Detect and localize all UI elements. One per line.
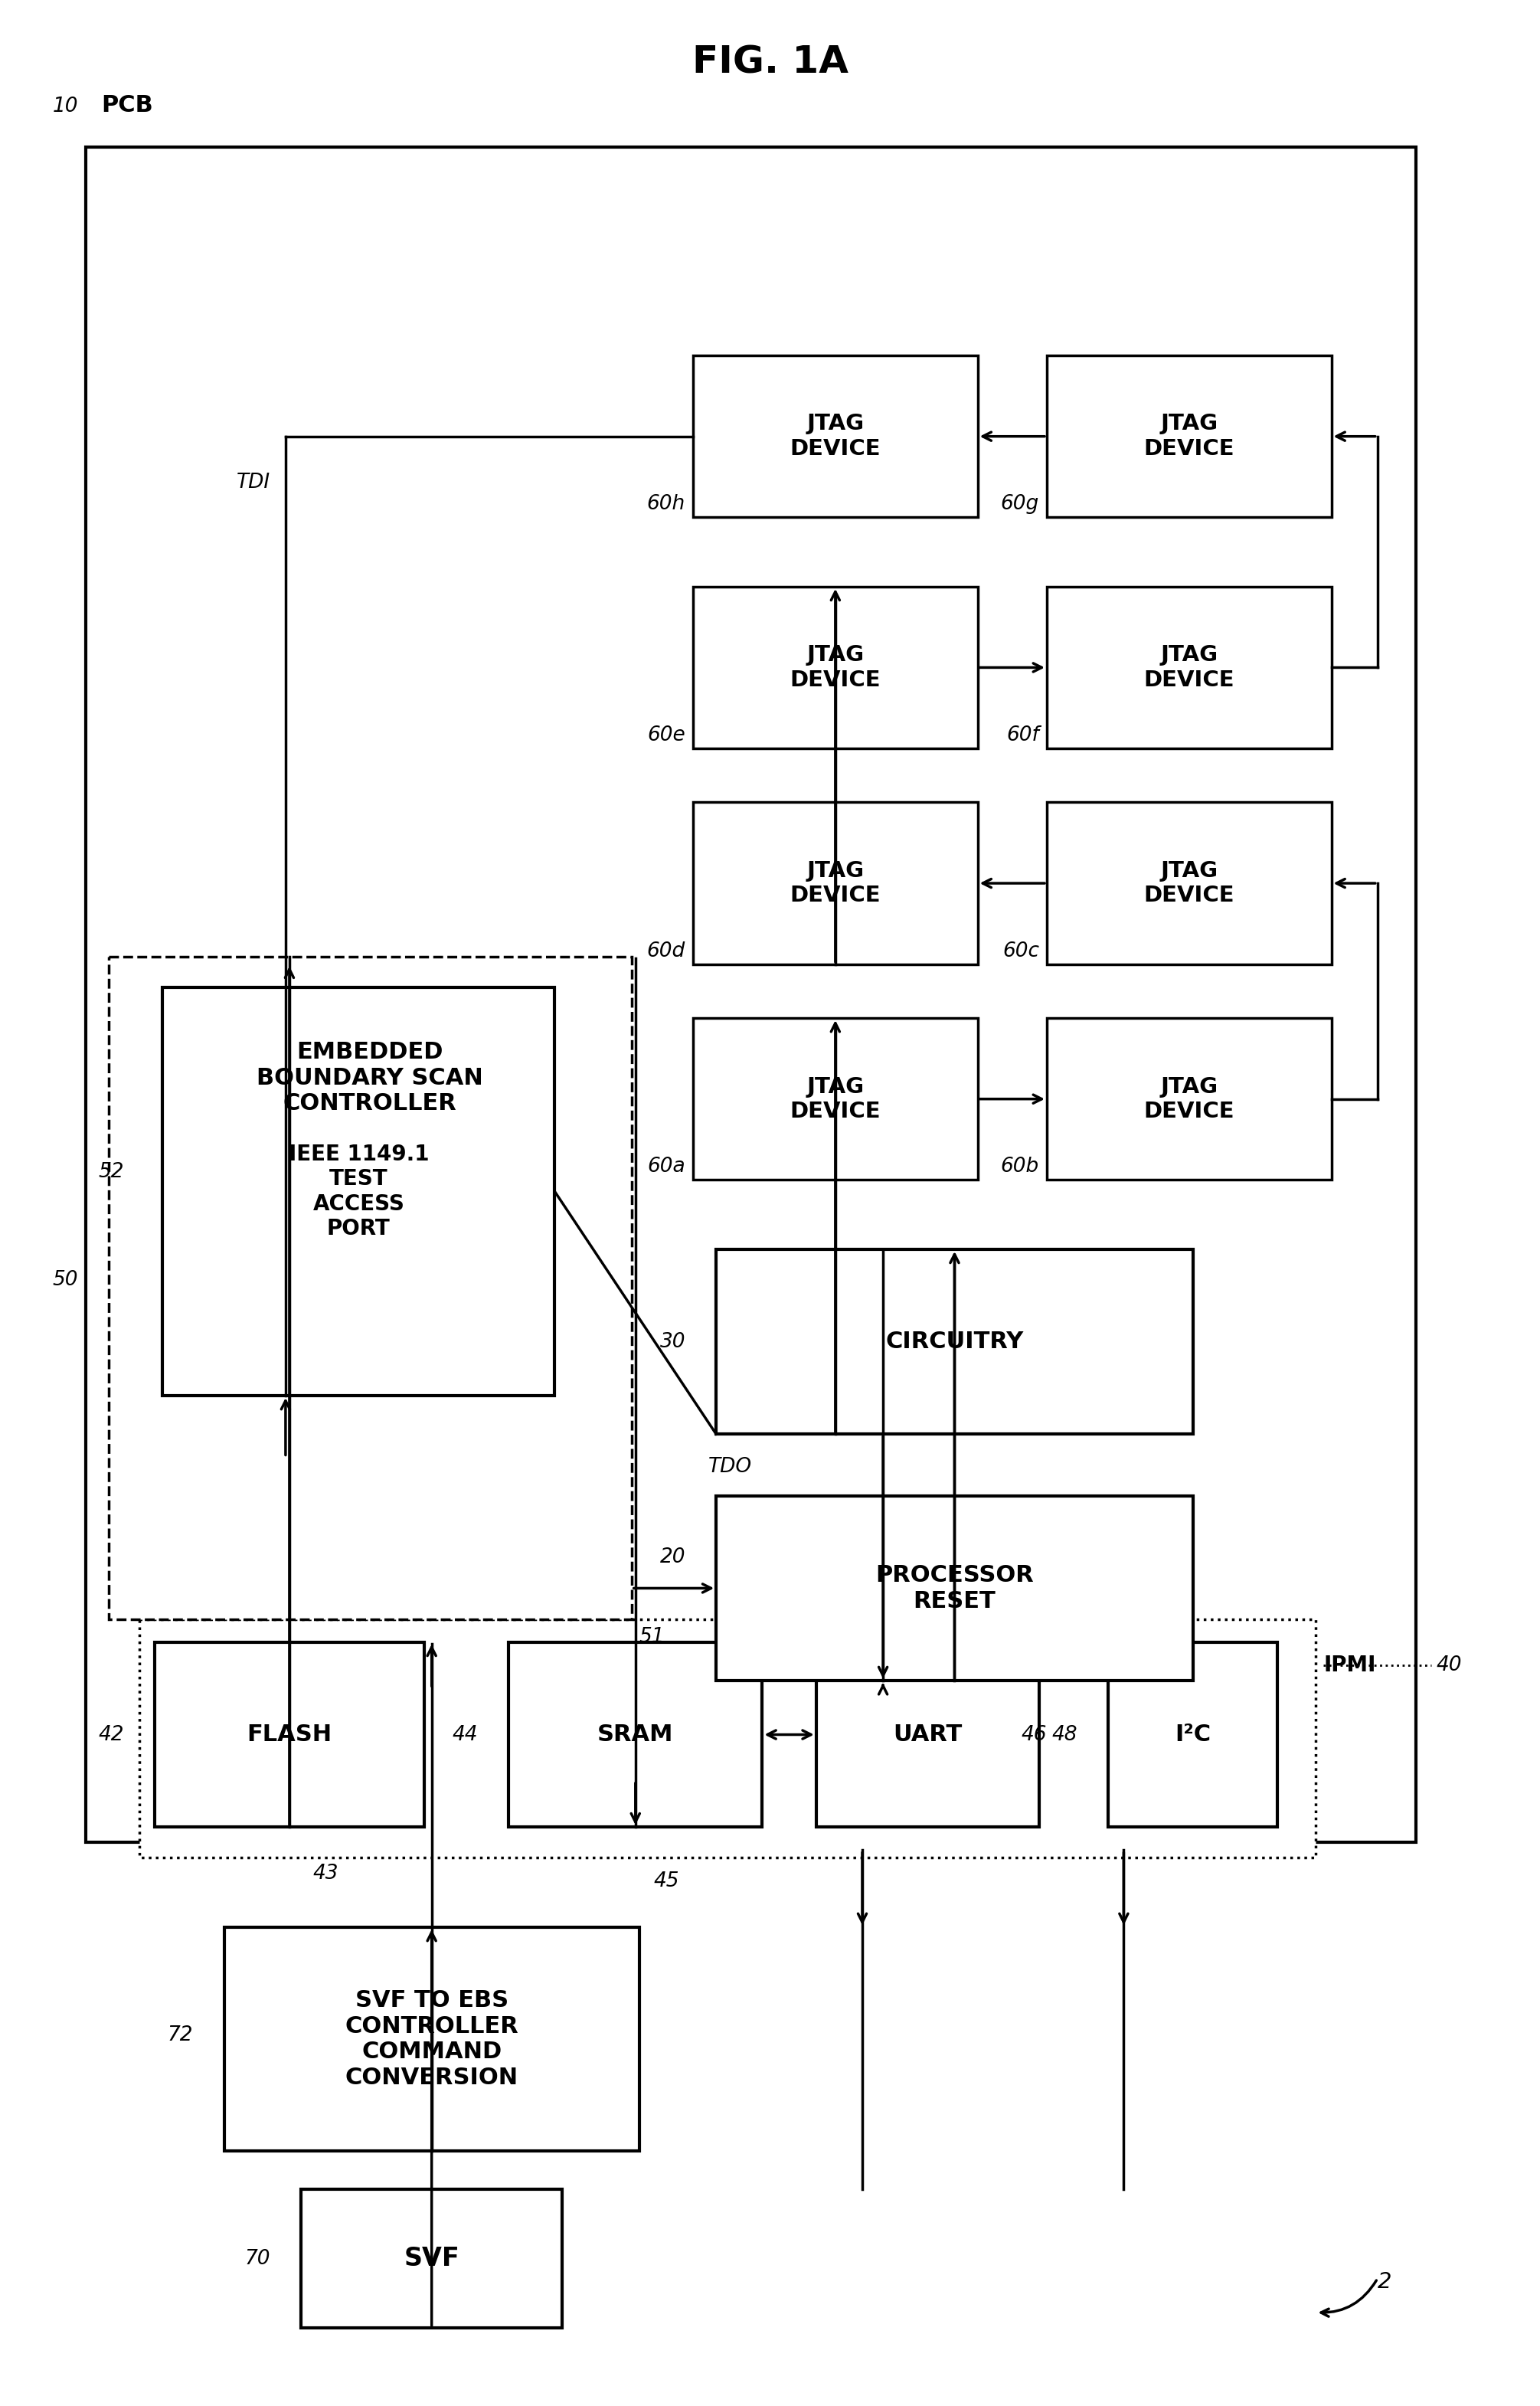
Text: 60g: 60g [1001,493,1040,515]
Bar [1109,1643,1278,1826]
Text: IPMI: IPMI [1324,1655,1377,1677]
Text: JTAG
DEVICE: JTAG DEVICE [790,645,881,691]
Bar [109,958,631,1619]
Text: 2: 2 [1377,2271,1392,2293]
Text: 20: 20 [659,1547,685,1566]
Bar [140,1619,1317,1857]
Text: 60e: 60e [647,724,685,746]
Bar [1047,801,1331,965]
Text: JTAG
DEVICE: JTAG DEVICE [790,414,881,460]
Bar [693,801,978,965]
Bar [300,2189,562,2329]
Bar [1047,587,1331,748]
Text: UART: UART [893,1723,962,1747]
Text: JTAG
DEVICE: JTAG DEVICE [790,1075,881,1121]
Text: TDI: TDI [237,472,270,493]
Text: JTAG
DEVICE: JTAG DEVICE [1144,645,1235,691]
Text: 46: 46 [1021,1725,1047,1744]
Bar [1047,356,1331,517]
Text: 48: 48 [1052,1725,1078,1744]
Text: 10: 10 [52,96,79,115]
Text: SRAM: SRAM [598,1723,673,1747]
Text: SVF: SVF [403,2245,459,2271]
Bar [693,1018,978,1179]
Text: 52: 52 [99,1162,125,1181]
Bar [156,1643,424,1826]
Text: CIRCUITRY: CIRCUITRY [885,1331,1024,1352]
Text: 60f: 60f [1007,724,1040,746]
Text: I²C: I²C [1175,1723,1210,1747]
Bar [1047,1018,1331,1179]
Bar [508,1643,762,1826]
Text: 43: 43 [313,1862,339,1884]
Text: JTAG
DEVICE: JTAG DEVICE [1144,1075,1235,1121]
Text: 72: 72 [168,2026,194,2045]
Bar [223,1927,639,2151]
Text: 60b: 60b [1001,1157,1040,1177]
Text: FIG. 1A: FIG. 1A [691,43,849,82]
Text: 44: 44 [453,1725,477,1744]
Text: 40: 40 [1435,1655,1461,1675]
Text: TDO: TDO [708,1458,752,1477]
Text: 50: 50 [52,1270,79,1290]
Text: 51: 51 [639,1626,665,1646]
Text: 60d: 60d [647,941,685,960]
Text: JTAG
DEVICE: JTAG DEVICE [1144,414,1235,460]
Text: 60a: 60a [647,1157,685,1177]
Bar [693,356,978,517]
Text: PCB: PCB [102,94,152,115]
Bar [716,1497,1194,1682]
Text: FLASH: FLASH [246,1723,333,1747]
Text: JTAG
DEVICE: JTAG DEVICE [1144,859,1235,907]
Text: IEEE 1149.1
TEST
ACCESS
PORT: IEEE 1149.1 TEST ACCESS PORT [288,1143,428,1239]
Text: 70: 70 [245,2250,270,2269]
Bar [816,1643,1040,1826]
Text: 60c: 60c [1003,941,1040,960]
Bar [716,1249,1194,1434]
Text: EMBEDDED
BOUNDARY SCAN
CONTROLLER: EMBEDDED BOUNDARY SCAN CONTROLLER [257,1042,484,1114]
Text: PROCESSOR
RESET: PROCESSOR RESET [875,1564,1033,1612]
Bar [163,986,554,1395]
Bar [86,147,1415,1843]
Bar [693,587,978,748]
Text: JTAG
DEVICE: JTAG DEVICE [790,859,881,907]
Text: 45: 45 [654,1872,679,1891]
Text: 42: 42 [99,1725,125,1744]
Text: 60h: 60h [647,493,685,515]
Text: 30: 30 [659,1333,685,1352]
Text: SVF TO EBS
CONTROLLER
COMMAND
CONVERSION: SVF TO EBS CONTROLLER COMMAND CONVERSION [345,1990,519,2088]
